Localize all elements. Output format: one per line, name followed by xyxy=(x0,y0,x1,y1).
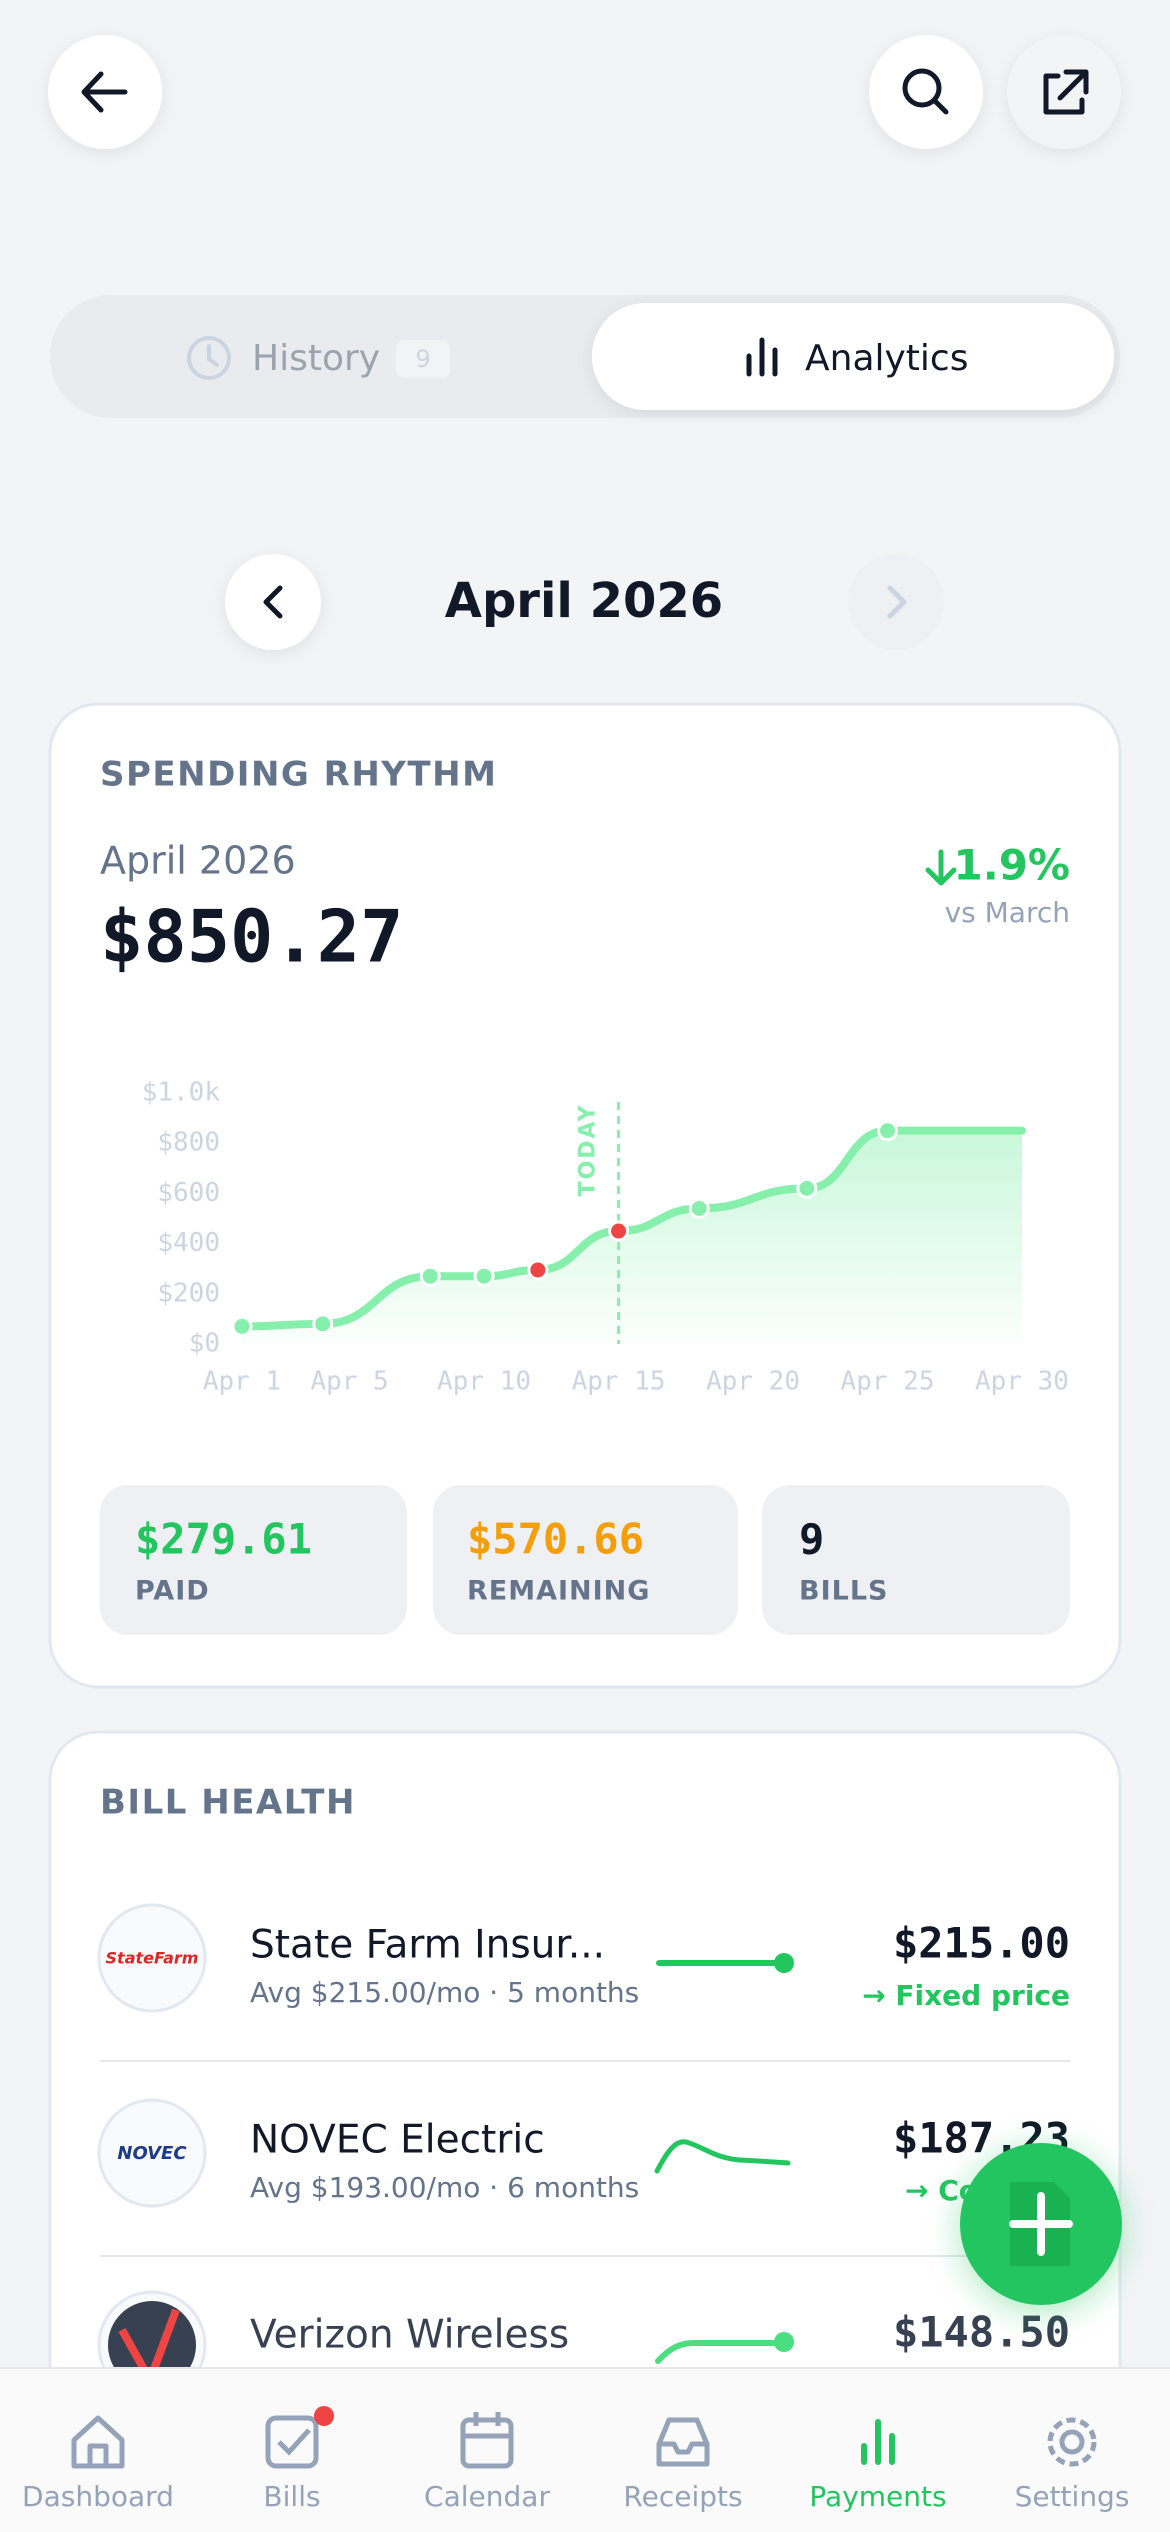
x-tick-label: Apr 30 xyxy=(975,1367,1069,1397)
stat-bills: 9 BILLS xyxy=(762,1485,1070,1635)
bill-amount: $148.50 xyxy=(893,2308,1070,2357)
change-note: vs March xyxy=(945,896,1070,929)
history-tab[interactable]: History 9 xyxy=(187,336,450,380)
bill-name: Verizon Wireless xyxy=(250,2313,569,2358)
bill-sub: Avg $215.00/mo · 5 months xyxy=(250,1976,639,2009)
stat-label: BILLS xyxy=(799,1576,888,1607)
nav-label: Calendar xyxy=(424,2480,550,2513)
period: April 2026 xyxy=(100,839,296,883)
card-title: BILL HEALTH xyxy=(100,1783,356,1823)
bill-health-card xyxy=(48,1730,1122,2532)
stat-value: 9 xyxy=(799,1515,824,1564)
y-tick-label: $200 xyxy=(157,1278,220,1308)
point xyxy=(419,1265,441,1287)
x-tick-label: Apr 5 xyxy=(310,1367,388,1397)
bottom-nav xyxy=(0,2368,1170,2532)
card-title: SPENDING RHYTHM xyxy=(100,755,497,795)
next-month[interactable] xyxy=(848,554,944,650)
stat-label: REMAINING xyxy=(467,1576,650,1607)
total: $850.27 xyxy=(100,895,403,979)
nav-bills[interactable]: Bills xyxy=(263,2406,334,2513)
y-tick-label: $800 xyxy=(157,1128,220,1158)
spending-line xyxy=(238,1126,892,1331)
x-tick-label: Apr 15 xyxy=(572,1367,666,1397)
x-tick-label: Apr 25 xyxy=(841,1367,935,1397)
nav-payments[interactable]: Payments xyxy=(809,2419,947,2513)
bill-row[interactable]: StateFarm State Farm Insur... Avg $215.0… xyxy=(97,1903,1070,2013)
bill-name: NOVEC Electric xyxy=(250,2118,545,2163)
search-button[interactable] xyxy=(869,35,983,149)
stat-label: PAID xyxy=(135,1576,210,1607)
logo: StateFarm xyxy=(106,1949,199,1968)
point xyxy=(312,1313,334,1335)
nav-label: Bills xyxy=(263,2480,320,2513)
point xyxy=(473,1265,495,1287)
today-label: TODAY xyxy=(576,1104,601,1197)
point xyxy=(796,1177,818,1199)
bill-amount: $215.00 xyxy=(893,1919,1070,1968)
tab-label: Analytics xyxy=(805,338,968,379)
nav-receipts[interactable]: Receipts xyxy=(623,2417,743,2513)
back-button[interactable] xyxy=(48,35,162,149)
x-tick-label: Apr 20 xyxy=(706,1367,800,1397)
bill-status: → Fixed price xyxy=(862,1979,1070,2012)
stat-paid: $279.61 PAID xyxy=(100,1485,407,1635)
nav-label: Settings xyxy=(1015,2480,1130,2513)
x-tick-label: Apr 10 xyxy=(437,1367,531,1397)
bill-sub: Avg $193.00/mo · 6 months xyxy=(250,2171,639,2204)
spending-card xyxy=(48,702,1122,1689)
logo: NOVEC xyxy=(117,2143,187,2164)
nav-dashboard[interactable]: Dashboard xyxy=(22,2415,174,2513)
nav-settings[interactable]: Settings xyxy=(1015,2417,1130,2513)
y-tick-label: $600 xyxy=(157,1178,220,1208)
share-button[interactable] xyxy=(1007,35,1121,149)
nav-calendar[interactable]: Calendar xyxy=(424,2412,550,2513)
analytics-tab[interactable]: Analytics xyxy=(592,303,1114,410)
stat-remaining: $570.66 REMAINING xyxy=(433,1485,738,1635)
y-tick-label: $0 xyxy=(189,1329,220,1359)
nav-label: Payments xyxy=(809,2480,946,2513)
spending-chart: $0 $200 $400 $600 $800 $1.0k Apr 1 Apr 5 Apr 10 A… xyxy=(142,1078,1069,1397)
point xyxy=(877,1120,899,1142)
bill-name: State Farm Insur... xyxy=(250,1923,605,1968)
point xyxy=(231,1315,253,1337)
point xyxy=(688,1197,710,1219)
tab-label: History xyxy=(252,338,380,379)
x-tick-label: Apr 1 xyxy=(203,1367,281,1397)
prev-month[interactable] xyxy=(225,554,321,650)
change: 1.9% xyxy=(954,841,1070,890)
stat-value: $279.61 xyxy=(135,1515,312,1564)
add-button[interactable] xyxy=(960,2143,1122,2305)
month-label: April 2026 xyxy=(445,573,723,629)
down-arrow xyxy=(925,849,957,886)
y-tick-label: $1.0k xyxy=(142,1078,221,1108)
y-tick-label: $400 xyxy=(157,1228,220,1258)
point xyxy=(608,1220,630,1242)
nav-label: Dashboard xyxy=(22,2480,174,2513)
nav-items: Dashboard Bills Calendar Receipts Paymen… xyxy=(22,2406,1129,2513)
tab-badge: 9 xyxy=(415,345,430,373)
point xyxy=(527,1259,549,1281)
nav-label: Receipts xyxy=(623,2480,742,2513)
stat-value: $570.66 xyxy=(467,1515,644,1564)
